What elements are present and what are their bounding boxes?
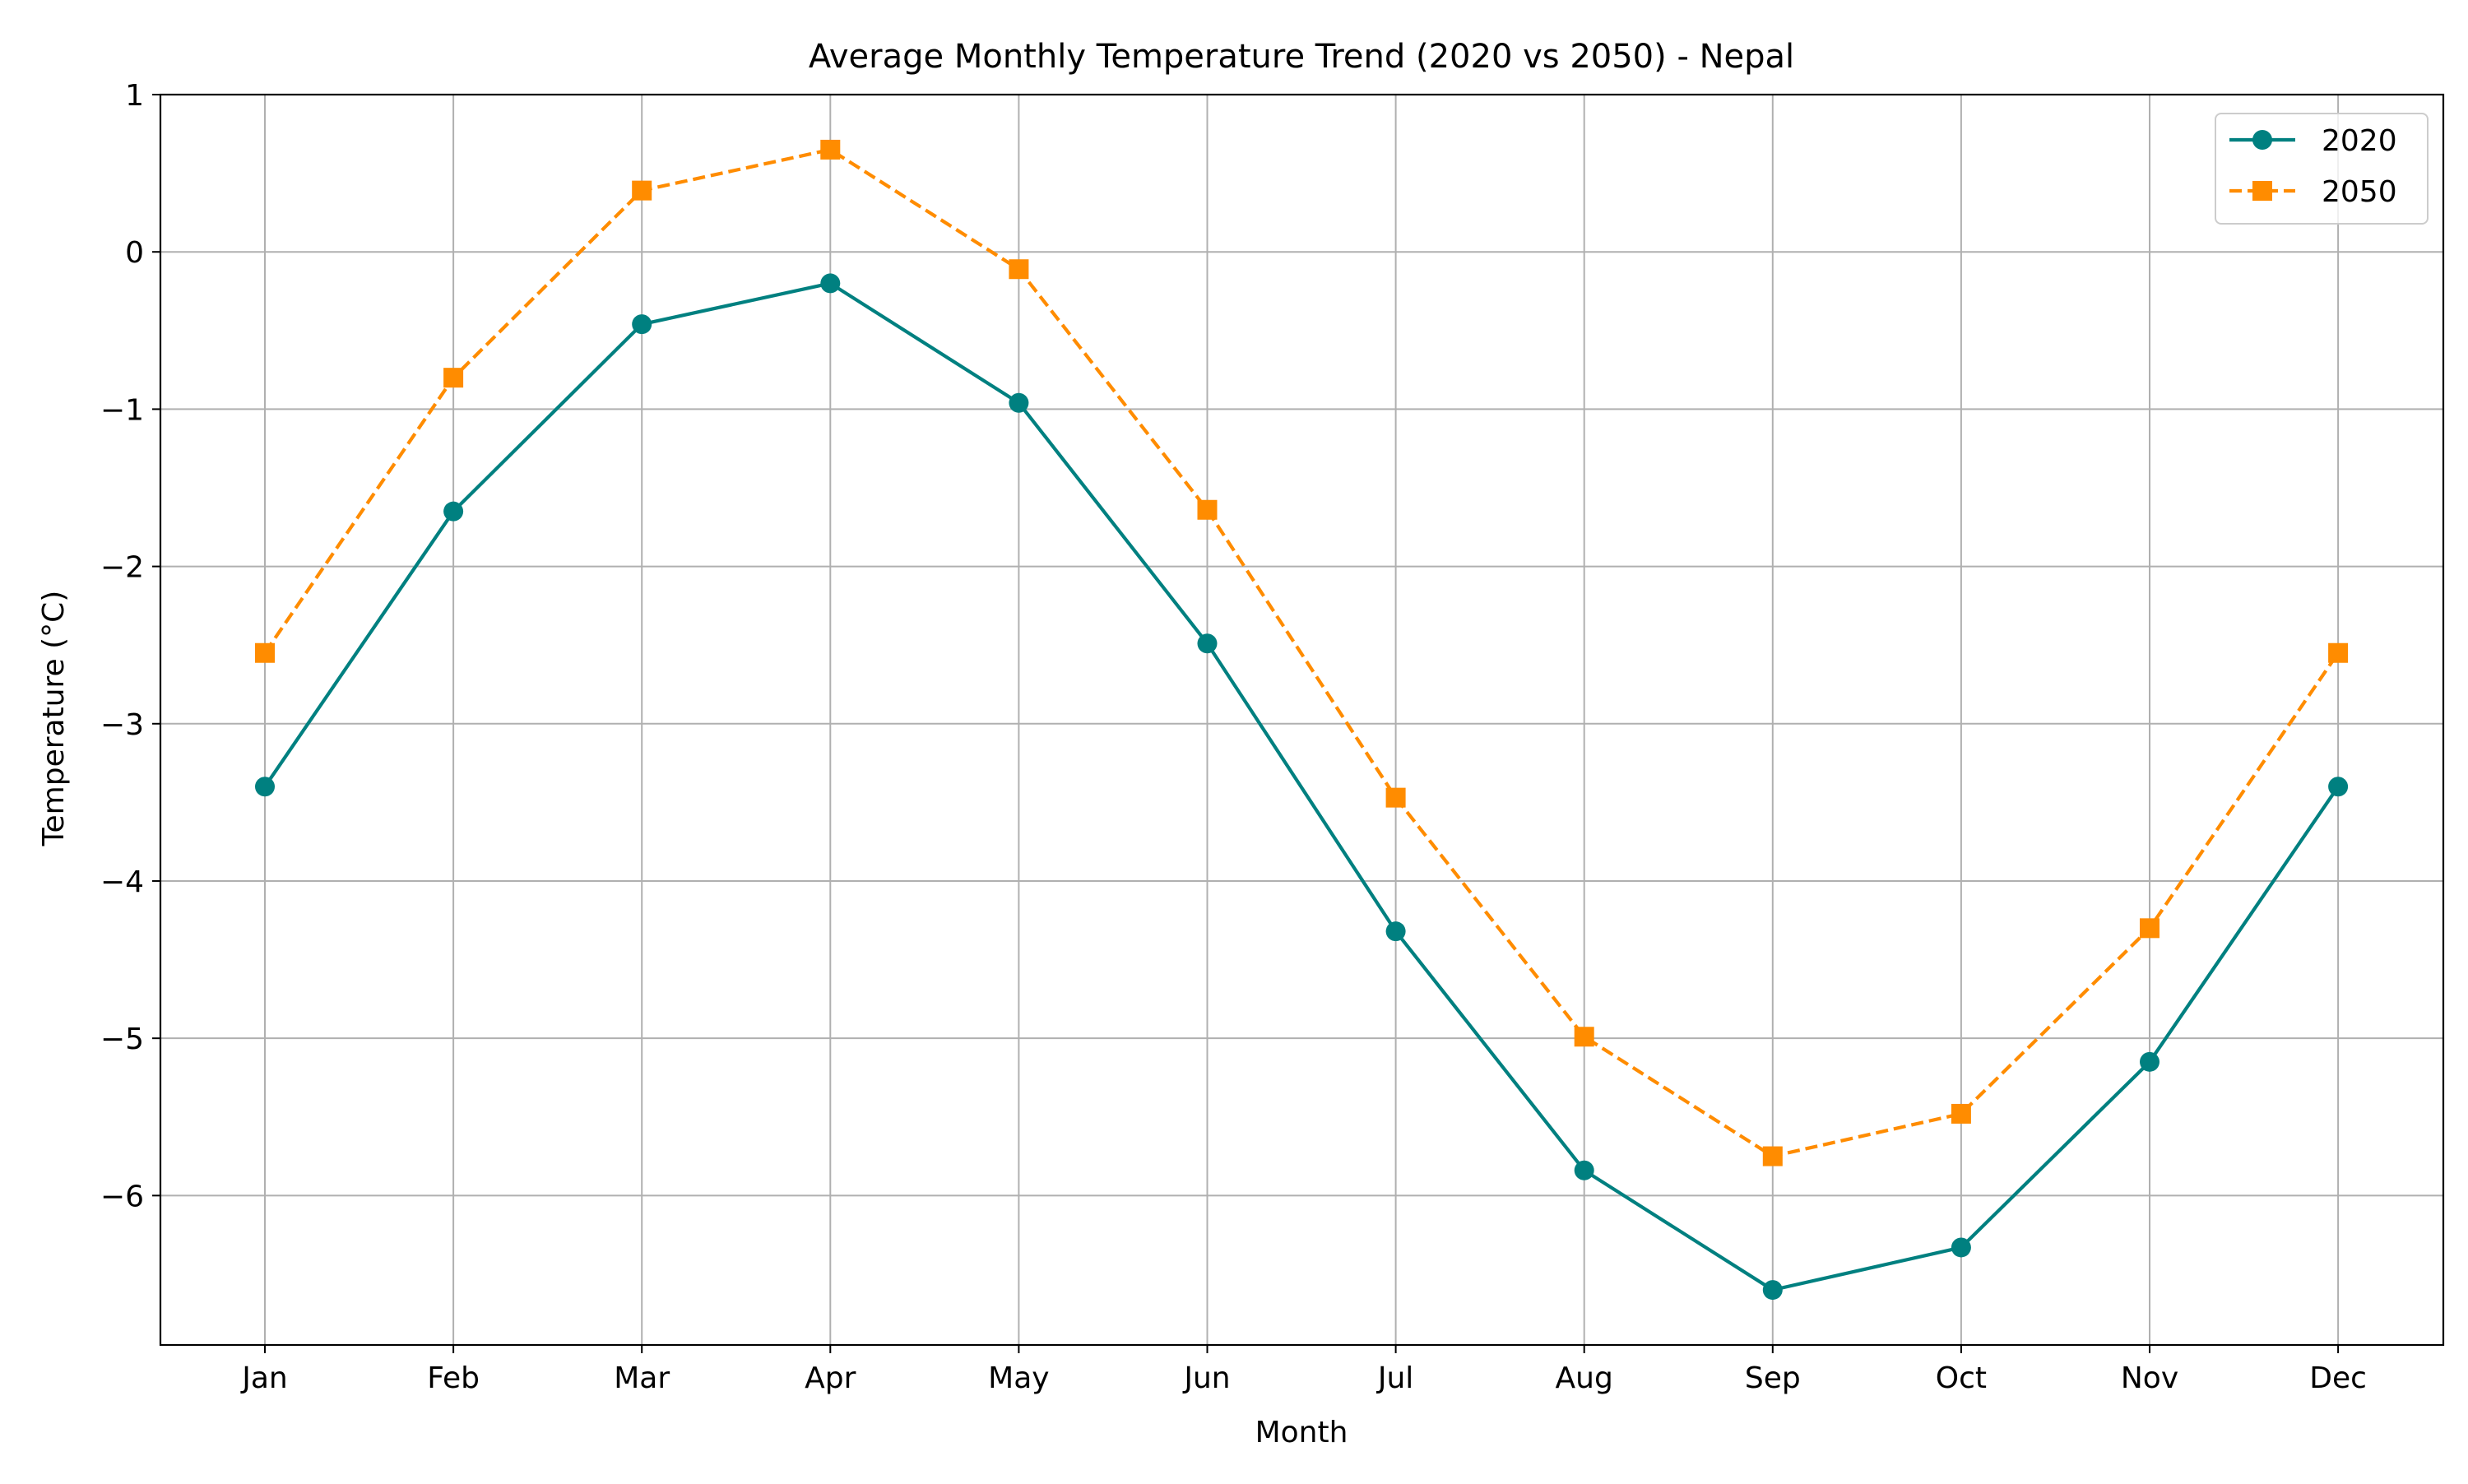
- legend-entries: 2020 2050: [2229, 124, 2397, 209]
- legend-label-2050: 2050: [2322, 175, 2397, 209]
- data-point-2020: [1385, 921, 1406, 942]
- x-tick-label: Jun: [1182, 1361, 1230, 1395]
- axis-layer: Jan Feb Mar Apr May Jun Jul Aug Sep Oct Nov Dec 1 0 −1…: [100, 79, 2367, 1395]
- data-point-2050: [1762, 1146, 1783, 1166]
- y-axis-label: Temperature (°C): [37, 591, 71, 847]
- data-point-2050: [1197, 499, 1218, 520]
- data-point-2020: [1574, 1160, 1594, 1180]
- y-tick-label: 0: [125, 236, 144, 270]
- series-line-2020: [263, 281, 2340, 1292]
- plot-frame: [159, 93, 2445, 1347]
- y-tick-label: 1: [125, 79, 144, 113]
- y-tick-label: −5: [100, 1023, 144, 1056]
- data-point-2020: [1951, 1237, 1971, 1258]
- data-point-2020: [632, 314, 652, 335]
- x-tick-label: Sep: [1745, 1361, 1801, 1395]
- x-axis-label: Month: [1255, 1416, 1348, 1449]
- data-point-2050: [255, 642, 275, 663]
- y-tick-label: −1: [100, 393, 144, 427]
- y-tick-label: −3: [100, 708, 144, 742]
- x-tick-label: May: [988, 1361, 1049, 1395]
- legend-label-2020: 2020: [2322, 124, 2397, 158]
- data-point-2050: [1951, 1103, 1971, 1124]
- data-point-2050: [1009, 259, 1029, 280]
- data-point-2050: [1385, 787, 1406, 808]
- x-tick-label: Jul: [1376, 1361, 1413, 1395]
- data-point-2050: [443, 368, 464, 388]
- x-tick-label: Mar: [614, 1361, 670, 1395]
- data-point-2050: [2328, 642, 2349, 663]
- legend-marker-2050: [2252, 181, 2272, 201]
- series-line-2050: [263, 147, 2340, 1158]
- y-tick-label: −2: [100, 551, 144, 585]
- data-point-2050: [2140, 918, 2160, 939]
- legend-marker-2020: [2252, 130, 2272, 150]
- x-tick-label: Oct: [1936, 1361, 1987, 1395]
- data-point-2020: [2140, 1051, 2160, 1072]
- legend: 2020 2050: [2215, 113, 2429, 225]
- x-tick-label: Jan: [240, 1361, 288, 1395]
- x-tick-label: Dec: [2309, 1361, 2367, 1395]
- data-point-2020: [2328, 777, 2349, 797]
- series-layer: [255, 139, 2349, 1301]
- data-point-2020: [820, 273, 841, 294]
- chart-title: Average Monthly Temperature Trend (2020 …: [809, 38, 1794, 76]
- data-point-2020: [1009, 392, 1029, 413]
- data-point-2050: [632, 180, 652, 201]
- data-point-2020: [443, 501, 464, 522]
- data-point-2020: [255, 777, 275, 797]
- x-tick-label: Nov: [2121, 1361, 2178, 1395]
- data-point-2020: [1762, 1280, 1783, 1301]
- data-point-2020: [1197, 633, 1218, 654]
- data-point-2050: [820, 139, 841, 160]
- x-tick-label: Aug: [1556, 1361, 1613, 1395]
- x-tick-label: Apr: [805, 1361, 856, 1395]
- x-tick-label: Feb: [427, 1361, 480, 1395]
- y-tick-label: −6: [100, 1180, 144, 1213]
- data-point-2050: [1574, 1027, 1594, 1047]
- y-tick-label: −4: [100, 865, 144, 899]
